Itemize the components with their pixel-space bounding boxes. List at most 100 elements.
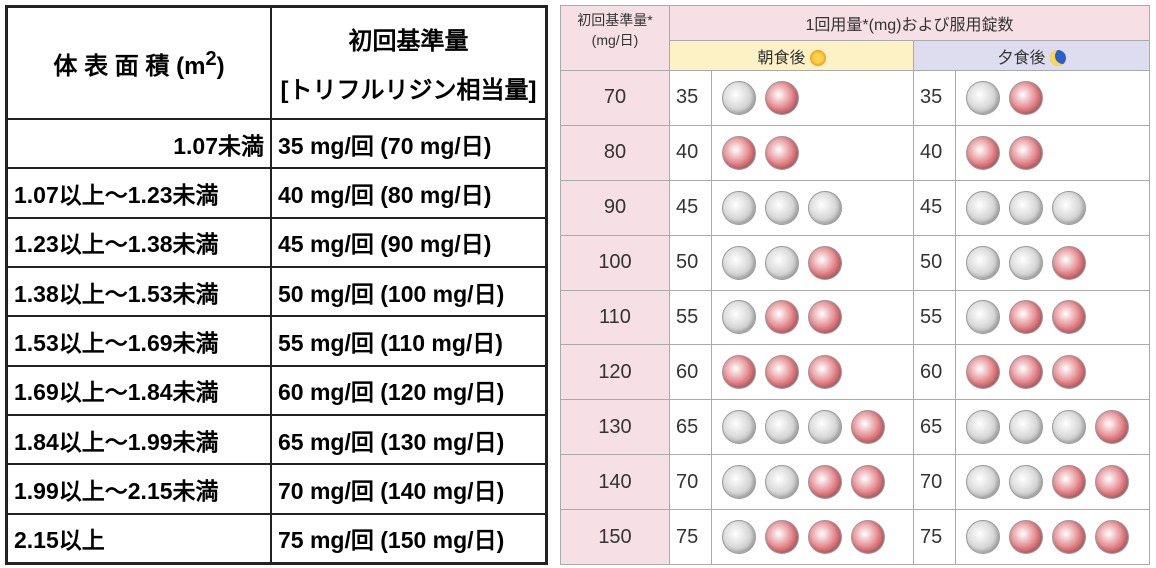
right-body: 初回基準量*(mg/日) 1回用量*(mg)および服用錠数 朝食後 夕食後 70… [561,6,1150,565]
row: 1407070 [561,455,1150,510]
pill [851,465,885,499]
pill-cell [712,400,914,455]
dose-cell: 60 mg/回 (120 mg/日) [271,366,547,415]
base-cell: 130 [561,400,670,455]
pill [1095,465,1129,499]
pill [765,300,799,334]
pill [765,136,799,170]
pill [808,191,842,225]
pill [722,136,756,170]
pill [765,81,799,115]
pill [1009,136,1043,170]
pill-cell [956,180,1150,235]
pill-cell [956,455,1150,510]
dose-cell: 45 [914,180,956,235]
pill [966,520,1000,554]
pill [966,410,1000,444]
dose-cell: 55 mg/回 (110 mg/日) [271,316,547,365]
pill-cell [956,400,1150,455]
pill [722,355,756,389]
dose-cell: 40 mg/回 (80 mg/日) [271,168,547,217]
dose-cell: 75 mg/回 (150 mg/日) [271,514,547,564]
dose-cell: 50 [670,235,712,290]
pill-cell [956,71,1150,126]
pill [1052,410,1086,444]
pill [765,191,799,225]
pill [808,300,842,334]
pill [1095,410,1129,444]
area-header: 体 表 面 積 (m2) [7,7,272,120]
sup: 2 [205,48,216,70]
dose-cell: 65 [914,400,956,455]
text: 初回基準量 [278,21,539,56]
pill [1009,410,1043,444]
dose-cell: 50 [914,235,956,290]
dose-cell: 40 [914,125,956,180]
row: 1005050 [561,235,1150,290]
dose-cell: 45 [670,180,712,235]
dose-cell: 35 [914,71,956,126]
area-cell: 1.99以上～2.15未満 [7,464,272,513]
pill [722,191,756,225]
text: ) [217,53,225,80]
text: 朝食後 [757,50,805,67]
pill-cell [956,290,1150,345]
dose-cell: 55 [670,290,712,345]
base-cell: 110 [561,290,670,345]
area-cell: 1.53以上～1.69未満 [7,316,272,365]
area-cell: 1.69以上～1.84未満 [7,366,272,415]
pill-cell [712,180,914,235]
pill [1009,355,1043,389]
pill-cell [712,455,914,510]
pill [1052,300,1086,334]
pill-cell [712,125,914,180]
base-cell: 90 [561,180,670,235]
base-cell: 80 [561,125,670,180]
moon-icon [1050,50,1066,66]
pill [966,246,1000,280]
dose-header: 初回基準量[トリフルリジン相当量] [271,7,547,120]
pill-cell [712,345,914,400]
text: (mg/日) [562,30,668,50]
pill [1052,465,1086,499]
pill [1009,81,1043,115]
pill-cell [712,510,914,565]
row: 703535 [561,71,1150,126]
pill [966,465,1000,499]
pill [722,81,756,115]
pill [1095,520,1129,554]
pill [1052,246,1086,280]
text: 体 表 面 積 (m [53,53,205,80]
dose-cell: 60 [670,345,712,400]
dose-cell: 40 [670,125,712,180]
area-cell: 1.07以上～1.23未満 [7,168,272,217]
sun-icon [810,50,826,66]
header-row: 体 表 面 積 (m2) 初回基準量[トリフルリジン相当量] [7,7,547,120]
pill [808,465,842,499]
pill [1052,520,1086,554]
morning-header: 朝食後 [670,41,914,71]
dose-cell: 60 [914,345,956,400]
pill [1052,191,1086,225]
pill [1009,246,1043,280]
pill [1009,300,1043,334]
dose-cell: 45 mg/回 (90 mg/日) [271,218,547,267]
pill-cell [712,71,914,126]
pill-cell [712,290,914,345]
base-cell: 150 [561,510,670,565]
pill [851,520,885,554]
evening-header: 夕食後 [914,41,1150,71]
